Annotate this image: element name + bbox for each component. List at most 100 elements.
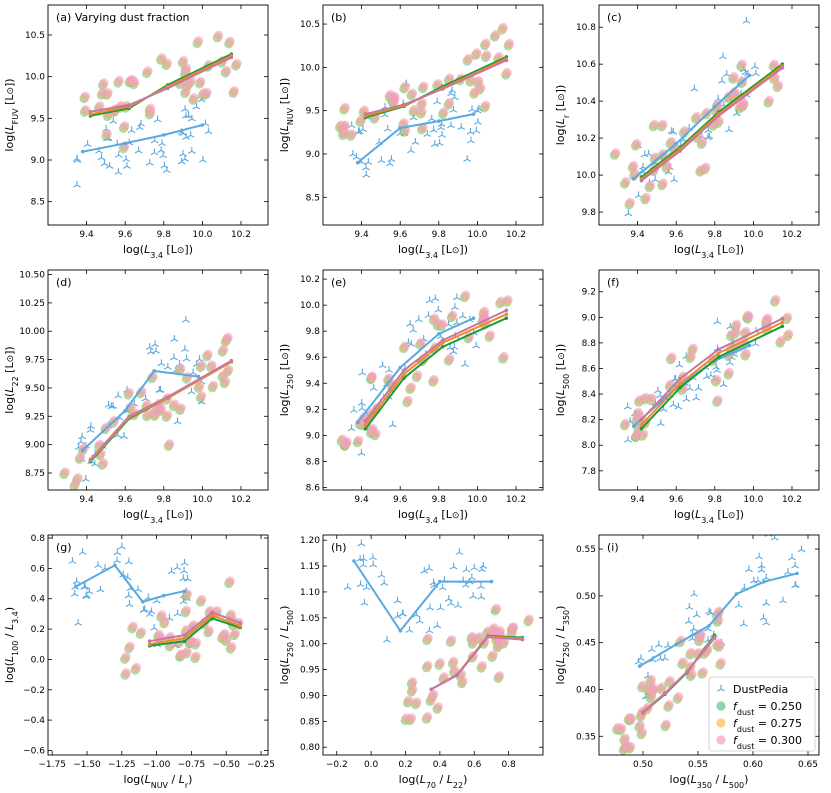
dustpedia-point bbox=[414, 315, 423, 323]
model-point-f0300 bbox=[143, 409, 153, 419]
x-tick-label: 0.8 bbox=[501, 760, 516, 770]
dustpedia-point bbox=[186, 131, 195, 138]
dustpedia-point bbox=[407, 146, 415, 154]
model-line-f0300 bbox=[149, 611, 241, 643]
dustpedia-point bbox=[624, 209, 633, 217]
model-point-f0300 bbox=[715, 640, 725, 650]
dustpedia-point bbox=[113, 556, 121, 564]
model-point-f0300 bbox=[226, 609, 236, 619]
axes-frame bbox=[47, 4, 269, 226]
model-point-f0300 bbox=[632, 138, 642, 148]
axes-frame bbox=[598, 534, 820, 756]
dustpedia-point bbox=[762, 573, 771, 581]
dustpedia-point bbox=[434, 305, 443, 313]
dustpedia-point bbox=[472, 126, 481, 134]
dustpedia-point bbox=[684, 617, 693, 625]
model-line-f0300-node bbox=[127, 414, 131, 419]
dustpedia-point bbox=[100, 159, 109, 167]
model-point-f0300 bbox=[686, 351, 696, 361]
model-point-f0275 bbox=[612, 250, 621, 259]
y-tick-label: 9.0 bbox=[306, 431, 321, 441]
model-point-f0300 bbox=[508, 622, 518, 632]
dustpedia-point bbox=[77, 437, 85, 445]
panel-e: 9.4 9.6 9.8 10.0 10.2 8.6 8.8 9.0 9.2 9.4 9.6 9.8 10… bbox=[278, 269, 544, 525]
dustpedia-median-line-node bbox=[80, 149, 85, 154]
dustpedia-point bbox=[134, 585, 143, 593]
model-point-f0300 bbox=[482, 50, 492, 60]
x-tick-label: −0.50 bbox=[212, 760, 240, 770]
dustpedia-point bbox=[169, 353, 178, 361]
model-point-f0300 bbox=[724, 367, 735, 377]
dustpedia-point bbox=[114, 151, 123, 158]
x-tick-label: 9.8 bbox=[432, 495, 447, 505]
x-tick-label: −0.25 bbox=[247, 760, 275, 770]
x-tick-label: 9.4 bbox=[354, 495, 369, 505]
model-line-f0250 bbox=[364, 317, 507, 430]
model-point-f0300 bbox=[214, 30, 224, 40]
model-point-f0300 bbox=[492, 603, 502, 613]
dustpedia-point bbox=[449, 562, 458, 570]
model-point-f0300 bbox=[197, 594, 207, 605]
model-point-f0300 bbox=[444, 97, 455, 108]
dustpedia-point bbox=[388, 420, 397, 428]
dustpedia-median-line-node bbox=[762, 580, 766, 584]
model-line-f0250-node bbox=[402, 376, 406, 380]
model-point-f0300 bbox=[114, 75, 124, 85]
panel-title: (d) bbox=[56, 276, 72, 289]
y-tick-label: 9.25 bbox=[25, 412, 45, 422]
model-line-f0300-node bbox=[127, 103, 131, 107]
model-line-f0275 bbox=[640, 321, 783, 426]
dustpedia-point bbox=[713, 366, 721, 373]
model-point-f0300 bbox=[658, 119, 668, 129]
dustpedia-point bbox=[187, 147, 196, 154]
dustpedia-point bbox=[718, 52, 727, 60]
model-line-f0300 bbox=[642, 637, 716, 713]
model-point-f0300 bbox=[347, 129, 357, 139]
dustpedia-point bbox=[425, 564, 434, 572]
model-point-f0300 bbox=[625, 197, 636, 207]
dustpedia-point bbox=[415, 616, 424, 624]
dustpedia-point bbox=[68, 557, 77, 564]
dustpedia-median-line-node bbox=[123, 408, 127, 413]
model-point-f0300 bbox=[202, 87, 212, 97]
model-point-f0300 bbox=[458, 676, 468, 686]
dustpedia-point bbox=[151, 340, 160, 348]
dustpedia-point bbox=[109, 117, 118, 124]
dustpedia-point bbox=[435, 139, 444, 146]
dustpedia-point bbox=[163, 362, 172, 370]
dustpedia-point bbox=[352, 153, 361, 160]
x-tick-label: −1.75 bbox=[38, 760, 66, 770]
y-axis-label: log(LFUV [L⊙]) bbox=[3, 78, 20, 151]
legend-label: fdust = 0.300 bbox=[733, 734, 802, 751]
model-point-f0300 bbox=[423, 633, 433, 643]
y-tick-label: 9.0 bbox=[582, 313, 597, 323]
y-axis-label: log(L100 / L3.4) bbox=[3, 607, 20, 683]
model-line-f0300-node bbox=[716, 347, 721, 352]
model-line-f0300-node bbox=[440, 87, 445, 91]
dustpedia-point bbox=[387, 155, 396, 163]
model-line-f0300 bbox=[89, 359, 232, 461]
dustpedia-point bbox=[438, 583, 447, 591]
dustpedia-median-line bbox=[633, 74, 751, 180]
model-point-f0300 bbox=[95, 101, 105, 111]
dustpedia-point bbox=[358, 368, 367, 376]
x-tick-label: −1.50 bbox=[73, 760, 101, 770]
y-tick-label: 9.5 bbox=[31, 114, 45, 124]
dustpedia-point bbox=[86, 426, 95, 433]
panel-title: (h) bbox=[331, 541, 347, 554]
dustpedia-point bbox=[472, 341, 481, 349]
y-tick-label: 1.20 bbox=[300, 536, 320, 546]
model-point-f0300 bbox=[413, 370, 423, 380]
x-axis-label: log(L3.4 [L⊙]) bbox=[674, 508, 744, 525]
model-point-f0300 bbox=[439, 107, 449, 117]
model-line-f0300-node bbox=[504, 308, 509, 313]
model-point-f0300 bbox=[657, 682, 667, 692]
dustpedia-point bbox=[449, 105, 458, 113]
y-tick-label: 10.50 bbox=[19, 271, 45, 281]
dustpedia-point bbox=[398, 609, 407, 617]
model-point-f0300 bbox=[354, 435, 364, 445]
dustpedia-point bbox=[690, 589, 699, 597]
model-point-f0300 bbox=[447, 635, 457, 645]
model-point-f0250 bbox=[612, 252, 621, 261]
y-tick-label: 8.8 bbox=[582, 339, 597, 349]
